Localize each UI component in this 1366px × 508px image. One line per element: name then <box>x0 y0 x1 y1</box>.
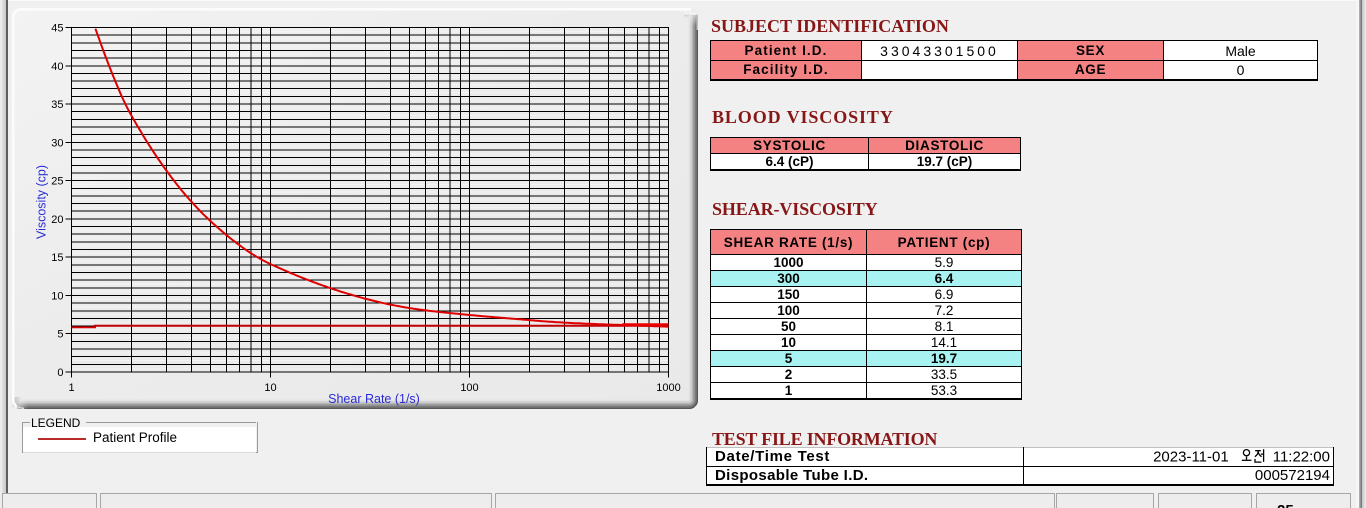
svg-text:Viscosity (cp): Viscosity (cp) <box>35 165 49 239</box>
svg-text:Shear Rate (1/s): Shear Rate (1/s) <box>328 392 420 406</box>
svg-text:1000: 1000 <box>656 382 680 394</box>
svg-text:25: 25 <box>51 176 63 188</box>
svg-text:10: 10 <box>51 290 63 302</box>
svg-text:0: 0 <box>57 367 63 379</box>
svg-text:100: 100 <box>460 382 478 394</box>
svg-text:35: 35 <box>51 99 63 111</box>
svg-text:30: 30 <box>51 137 63 149</box>
svg-text:1: 1 <box>68 382 74 394</box>
svg-text:15: 15 <box>51 252 63 264</box>
svg-text:20: 20 <box>51 214 63 226</box>
svg-text:40: 40 <box>51 61 63 73</box>
svg-text:10: 10 <box>264 382 276 394</box>
svg-text:5: 5 <box>57 329 63 341</box>
svg-text:45: 45 <box>51 23 63 35</box>
